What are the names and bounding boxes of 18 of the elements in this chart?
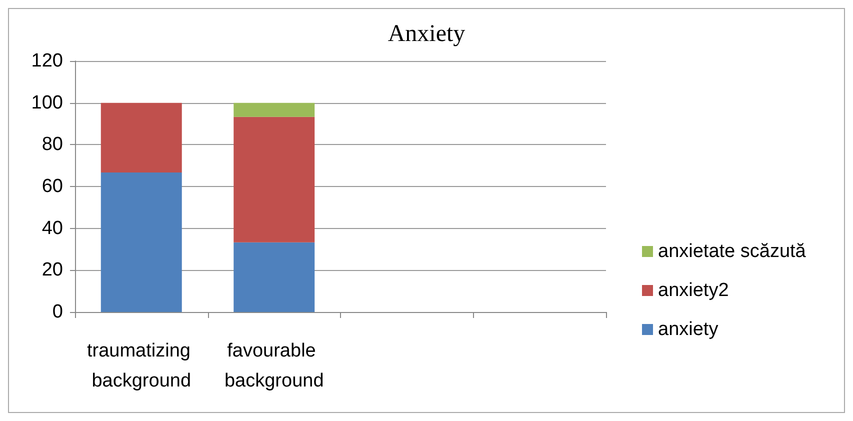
y-tick-label: 80 <box>42 134 63 156</box>
y-tick-label: 0 <box>52 302 63 322</box>
bar <box>234 102 315 117</box>
bar <box>234 242 315 312</box>
y-tick-label: 20 <box>42 260 63 281</box>
bar <box>234 116 315 242</box>
y-tick-label: 40 <box>42 218 63 239</box>
bar <box>100 172 182 312</box>
bar <box>100 102 182 172</box>
legend-label: anxiety <box>658 319 719 340</box>
legend-label: anxiety2 <box>658 280 729 301</box>
y-tick-label: 120 <box>31 50 63 72</box>
y-tick-label: 100 <box>31 92 63 114</box>
x-tick-label: favourable background <box>224 340 324 392</box>
x-tick-label: traumatizing background <box>86 340 196 392</box>
chart-title: Anxiety <box>388 21 466 47</box>
y-tick-label: 60 <box>42 176 63 197</box>
legend-label: anxietate scăzută <box>658 241 806 262</box>
